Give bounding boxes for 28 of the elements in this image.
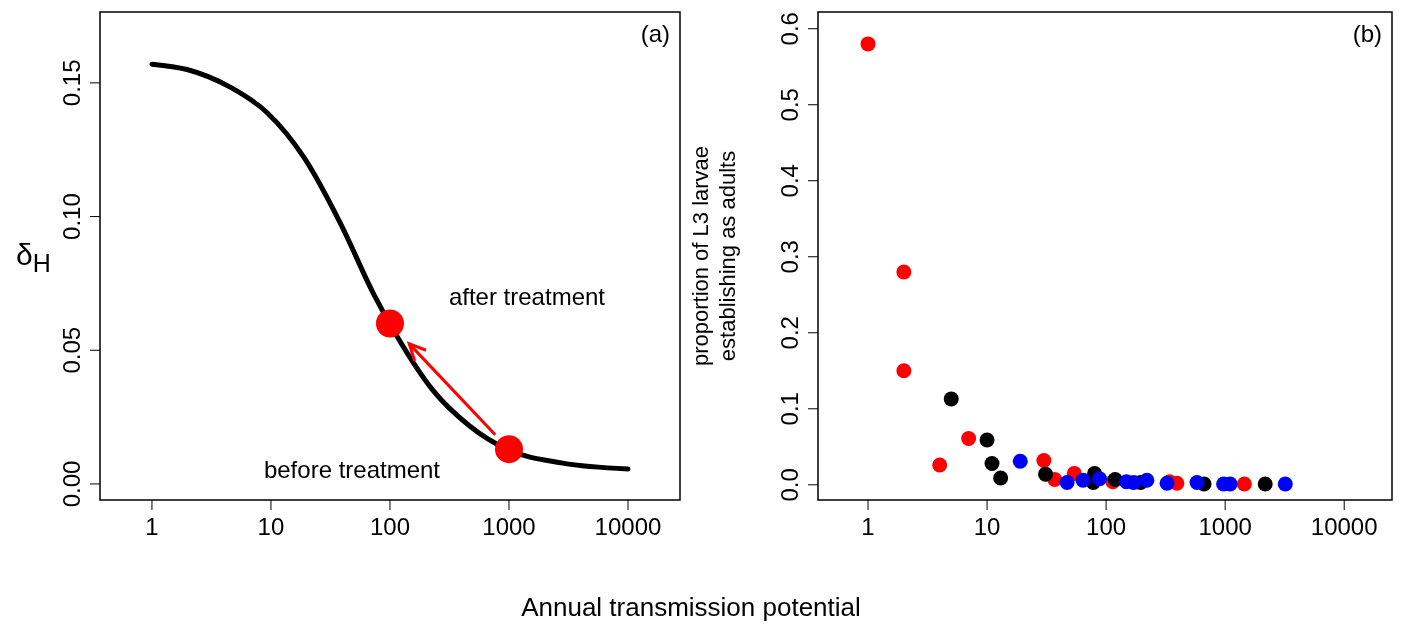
x-tick-label: 1 [145, 513, 159, 541]
y-tick-label: 0.2 [776, 316, 803, 350]
annotation: after treatment [448, 283, 606, 311]
annotation: (b) [1352, 20, 1382, 48]
x-tick-label: 10000 [1310, 513, 1378, 541]
x-tick-label: 1000 [482, 513, 536, 541]
x-tick-label: 10 [257, 513, 285, 541]
x-tick-label: 100 [1086, 513, 1127, 541]
x-tick-label: 10000 [594, 513, 662, 541]
x-tick-label: 100 [369, 513, 410, 541]
y-tick-label: 0.00 [58, 460, 85, 508]
y-tick-label: 0.05 [58, 326, 85, 374]
y-tick-label: 0.4 [776, 164, 803, 198]
y-tick-label: 0.1 [776, 392, 803, 426]
y-tick-label: 0.5 [776, 88, 803, 122]
y-axis-title: δ$_{H}$ [16, 238, 51, 278]
y-tick-label: 0.0 [776, 468, 803, 502]
x-tick-label: 1000 [1198, 513, 1252, 541]
y-axis-title: proportion of L3 larvae establishing as adults [688, 145, 740, 367]
x-tick-label: 10 [973, 513, 1001, 541]
x-tick-label: 1 [861, 513, 875, 541]
y-tick-label: 0.6 [776, 12, 803, 46]
annotation: before treatment [263, 455, 441, 483]
y-tick-label: 0.15 [58, 59, 85, 107]
y-tick-label: 0.10 [58, 193, 85, 240]
y-tick-label: 0.3 [776, 240, 803, 274]
x-axis-title: Annual transmission potential [520, 592, 862, 623]
annotation: (a) [640, 20, 670, 48]
